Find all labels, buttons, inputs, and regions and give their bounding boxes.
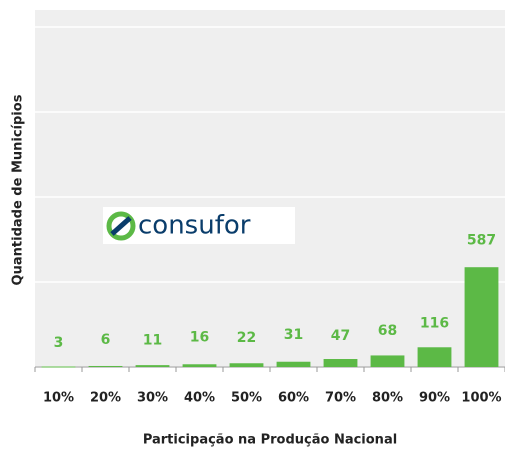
logo-icon	[106, 211, 136, 241]
value-label: 11	[143, 333, 162, 349]
value-label: 6	[101, 332, 111, 348]
value-label: 31	[284, 327, 303, 343]
bar	[370, 355, 405, 367]
x-tick-label: 50%	[231, 391, 262, 406]
bar	[229, 363, 264, 367]
value-label: 68	[378, 323, 397, 339]
value-label: 587	[467, 232, 496, 248]
value-label: 3	[54, 335, 64, 351]
value-label: 47	[331, 328, 350, 344]
logo-icon	[110, 216, 132, 236]
value-label: 16	[190, 329, 209, 345]
x-tick-label: 30%	[137, 391, 168, 406]
x-tick-label: 40%	[184, 391, 215, 406]
y-axis-label: Quantidade de Municípios	[11, 94, 26, 285]
bar	[464, 267, 499, 367]
bar	[417, 347, 452, 367]
bar	[182, 364, 217, 367]
x-tick-label: 60%	[278, 391, 309, 406]
logo-text: consufor	[138, 211, 251, 241]
bar	[41, 366, 76, 368]
bar	[88, 365, 123, 367]
x-tick-label: 90%	[419, 391, 450, 406]
x-tick-label: 70%	[325, 391, 356, 406]
value-label: 116	[420, 316, 449, 332]
x-tick-label: 20%	[90, 391, 121, 406]
x-tick-label: 10%	[43, 391, 74, 406]
x-tick-label: 100%	[461, 391, 501, 406]
x-axis-label: Participação na Produção Nacional	[143, 433, 397, 448]
bar	[276, 361, 311, 367]
logo: consufor	[103, 207, 295, 244]
bar	[323, 359, 358, 367]
value-label: 22	[237, 330, 256, 346]
bar	[135, 365, 170, 367]
x-tick-label: 80%	[372, 391, 403, 406]
plot-background	[35, 10, 505, 367]
